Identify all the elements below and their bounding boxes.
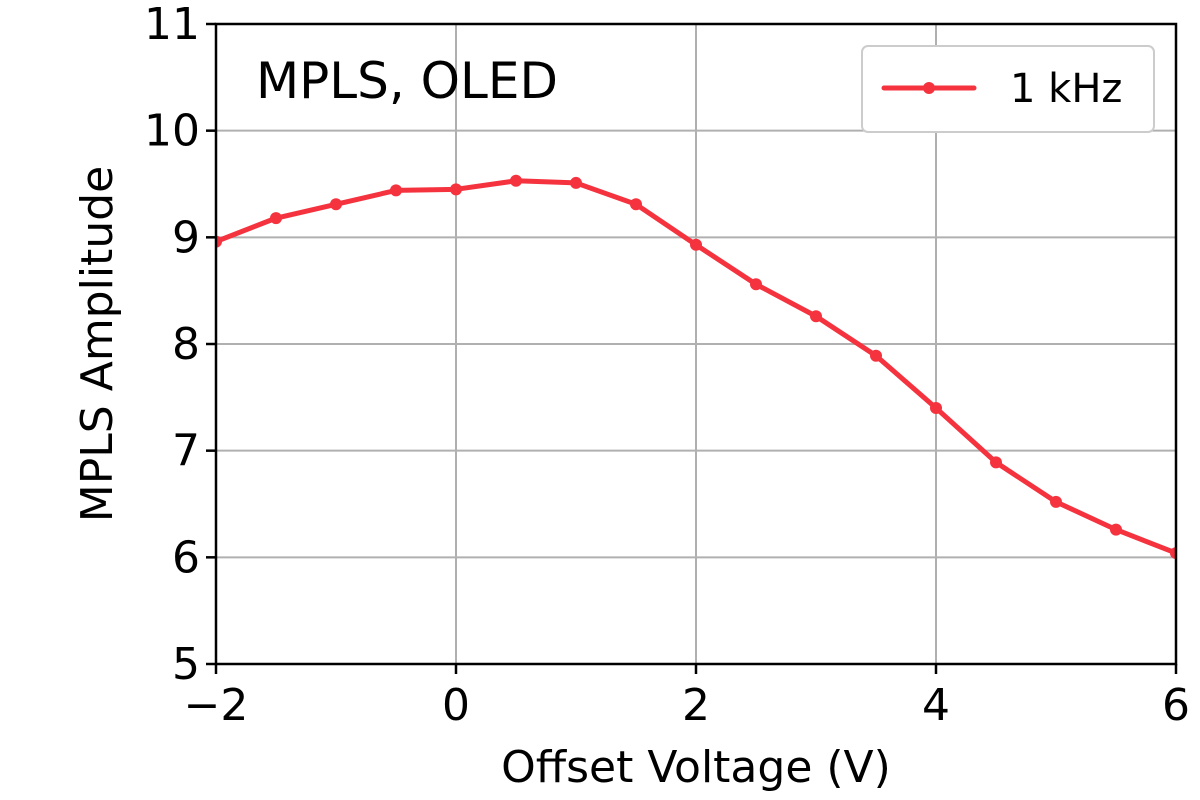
legend-frame xyxy=(861,45,1155,133)
data-point xyxy=(570,176,582,189)
legend: 1 kHz xyxy=(861,45,1155,133)
x-tick-label: −2 xyxy=(184,680,249,731)
data-point xyxy=(1170,547,1176,560)
y-tick-label: 9 xyxy=(172,212,200,263)
y-axis-label: MPLS Amplitude xyxy=(72,166,123,522)
data-point xyxy=(1110,523,1122,536)
data-point xyxy=(510,174,522,187)
legend-label-1khz: 1 kHz xyxy=(1010,66,1122,112)
x-tick-label: 2 xyxy=(682,680,710,731)
y-tick-label: 8 xyxy=(172,319,200,370)
data-point xyxy=(930,402,942,414)
data-point xyxy=(1050,495,1062,508)
data-point xyxy=(690,238,702,251)
data-point xyxy=(810,310,822,323)
chart-annotation: MPLS, OLED xyxy=(256,52,558,110)
data-point xyxy=(630,198,642,211)
data-point xyxy=(216,235,222,248)
x-tick-label: 4 xyxy=(922,680,950,731)
data-point xyxy=(870,349,882,362)
x-tick-label: 0 xyxy=(442,680,470,731)
y-tick-label: 6 xyxy=(172,532,200,583)
y-tick-label: 11 xyxy=(144,0,200,50)
y-tick-label: 5 xyxy=(172,639,200,690)
data-point xyxy=(330,198,342,211)
data-point xyxy=(990,456,1002,469)
ticks: −2 0 2 4 6 5 6 7 8 9 10 11 xyxy=(144,0,1190,731)
y-tick-label: 10 xyxy=(144,106,200,157)
x-axis-label: Offset Voltage (V) xyxy=(501,742,891,793)
series-1khz xyxy=(216,174,1176,560)
y-tick-label: 7 xyxy=(172,426,200,477)
data-point xyxy=(390,184,402,197)
data-point xyxy=(750,278,762,291)
x-tick-label: 6 xyxy=(1162,680,1190,731)
series-layer xyxy=(216,174,1176,560)
data-point xyxy=(450,183,462,196)
data-point xyxy=(270,212,282,225)
legend-marker-1khz xyxy=(923,82,935,94)
